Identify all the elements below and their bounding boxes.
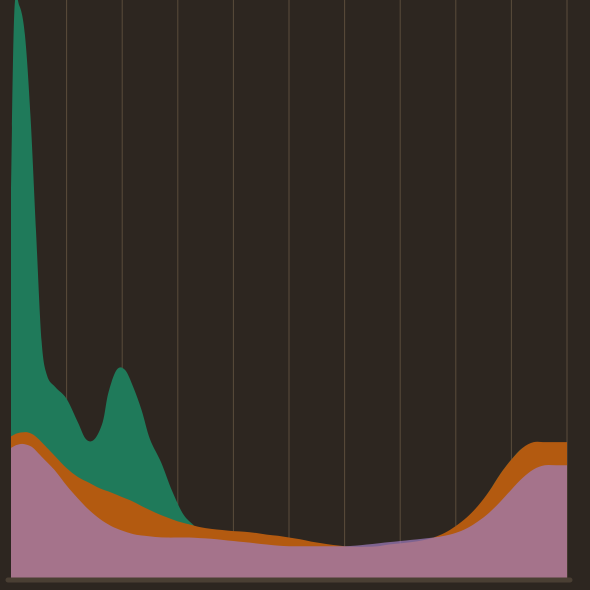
series-area-3 — [11, 443, 567, 578]
series-areas — [11, 0, 567, 578]
